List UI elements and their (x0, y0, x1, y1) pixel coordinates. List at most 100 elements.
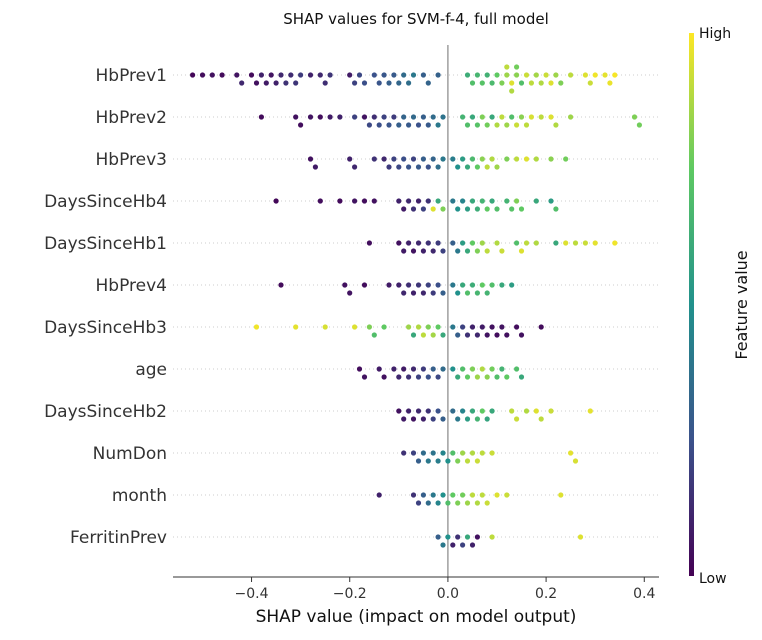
shap-point-age-0 (356, 366, 363, 372)
shap-point-age-23 (489, 366, 495, 372)
shap-point-DaysSinceHb3-24 (494, 332, 500, 338)
colorbar (689, 33, 694, 576)
shap-point-HbPrev3-23 (474, 164, 480, 170)
feature-label: HbPrev1 (96, 66, 167, 86)
shap-point-DaysSinceHb3-16 (455, 332, 461, 338)
shap-point-month-6 (435, 500, 441, 506)
shap-point-HbPrev1-18 (317, 72, 323, 78)
shap-point-age-19 (469, 366, 476, 372)
shap-point-HbPrev3-17 (440, 156, 446, 162)
shap-point-HbPrev4-15 (450, 282, 456, 288)
shap-point-DaysSinceHb2-12 (460, 408, 466, 414)
shap-point-DaysSinceHb4-18 (460, 198, 466, 204)
shap-point-DaysSinceHb3-0 (253, 324, 260, 330)
shap-point-DaysSinceHb3-29 (538, 324, 544, 330)
shap-point-DaysSinceHb4-15 (440, 206, 446, 212)
shap-point-HbPrev2-23 (435, 122, 441, 128)
shap-point-HbPrev2-32 (494, 122, 500, 128)
shap-point-NumDon-13 (469, 450, 476, 456)
shap-point-HbPrev3-2 (347, 156, 353, 162)
shap-point-FerritinPrev-7 (469, 542, 476, 548)
shap-point-HbPrev4-18 (464, 290, 471, 296)
shap-point-DaysSinceHb1-11 (450, 240, 456, 246)
shap-point-FerritinPrev-2 (445, 534, 451, 540)
shap-point-DaysSinceHb4-20 (469, 198, 476, 204)
shap-point-NumDon-5 (430, 450, 436, 456)
shap-point-HbPrev3-20 (460, 156, 466, 162)
shap-point-DaysSinceHb4-24 (489, 198, 495, 204)
shap-point-HbPrev1-44 (499, 80, 505, 86)
shap-point-DaysSinceHb4-6 (396, 198, 402, 204)
shap-point-DaysSinceHb3-28 (518, 332, 525, 338)
shap-point-FerritinPrev-9 (489, 534, 495, 540)
shap-point-HbPrev1-8 (258, 72, 264, 78)
shap-point-HbPrev3-15 (430, 156, 436, 162)
shap-point-HbPrev1-66 (612, 72, 618, 78)
shap-point-HbPrev1-21 (347, 72, 353, 78)
shap-point-month-17 (494, 492, 500, 498)
shap-point-DaysSinceHb2-16 (479, 408, 485, 414)
shap-point-age-27 (514, 366, 520, 372)
shap-point-HbPrev2-30 (484, 122, 490, 128)
shap-point-HbPrev1-28 (386, 80, 392, 86)
shap-point-HbPrev2-2 (298, 122, 304, 128)
x-axis-ticks: −0.4 −0.2 0.0 0.2 0.4 (235, 577, 655, 602)
shap-point-HbPrev1-22 (352, 80, 358, 86)
shap-point-month-11 (460, 492, 466, 498)
shap-point-HbPrev2-13 (386, 122, 392, 128)
shap-point-DaysSinceHb4-10 (415, 198, 422, 204)
shap-point-HbPrev1-17 (307, 72, 314, 78)
shap-point-HbPrev4-25 (509, 282, 515, 288)
shap-point-age-18 (464, 374, 471, 380)
shap-point-DaysSinceHb3-8 (410, 332, 417, 338)
shap-point-HbPrev2-20 (420, 114, 426, 120)
shap-point-FerritinPrev-0 (435, 534, 441, 540)
shap-point-HbPrev4-1 (342, 282, 348, 288)
shap-point-HbPrev1-64 (602, 72, 608, 78)
shap-point-DaysSinceHb2-7 (430, 416, 436, 422)
shap-point-HbPrev1-38 (469, 80, 476, 86)
shap-point-HbPrev3-4 (371, 156, 377, 162)
shap-point-DaysSinceHb2-20 (514, 416, 520, 422)
shap-point-HbPrev1-53 (528, 80, 535, 86)
shap-point-HbPrev1-5 (239, 80, 245, 86)
shap-point-HbPrev3-13 (420, 156, 426, 162)
shap-point-HbPrev1-59 (558, 80, 564, 86)
shap-point-DaysSinceHb2-9 (440, 416, 446, 422)
shap-point-age-7 (406, 374, 412, 380)
shap-point-HbPrev1-29 (391, 72, 397, 78)
shap-point-month-10 (455, 500, 461, 506)
shap-point-HbPrev1-31 (401, 72, 407, 78)
shap-point-age-17 (460, 366, 466, 372)
shap-point-HbPrev1-50 (514, 64, 520, 70)
shap-point-HbPrev2-37 (518, 114, 525, 120)
shap-point-DaysSinceHb3-17 (460, 324, 466, 330)
shap-point-HbPrev1-39 (474, 72, 480, 78)
shap-point-HbPrev1-15 (293, 80, 299, 86)
shap-point-HbPrev4-16 (455, 290, 461, 296)
shap-point-DaysSinceHb2-11 (455, 416, 461, 422)
shap-point-HbPrev1-54 (533, 72, 539, 78)
shap-point-HbPrev1-12 (278, 72, 284, 78)
shap-point-DaysSinceHb3-12 (430, 332, 436, 338)
shap-point-DaysSinceHb2-25 (587, 408, 593, 414)
shap-point-age-24 (494, 374, 500, 380)
shap-point-HbPrev2-36 (514, 122, 520, 128)
shap-point-HbPrev1-42 (489, 80, 495, 86)
shap-point-HbPrev4-6 (401, 290, 407, 296)
shap-point-HbPrev1-40 (479, 80, 485, 86)
shap-point-HbPrev1-27 (381, 72, 387, 78)
shap-point-month-12 (464, 500, 471, 506)
shap-point-NumDon-16 (489, 450, 495, 456)
shap-point-DaysSinceHb2-24 (548, 408, 554, 414)
x-tick-label: 0.4 (633, 586, 655, 602)
shap-point-HbPrev1-19 (322, 80, 328, 86)
shap-point-HbPrev4-19 (469, 282, 476, 288)
shap-point-month-3 (420, 492, 426, 498)
shap-point-age-26 (504, 374, 510, 380)
shap-point-age-3 (381, 374, 387, 380)
shap-point-HbPrev1-61 (582, 72, 589, 78)
shap-point-DaysSinceHb1-0 (366, 240, 372, 246)
shap-point-DaysSinceHb4-31 (548, 198, 554, 204)
shap-point-DaysSinceHb4-22 (479, 198, 485, 204)
